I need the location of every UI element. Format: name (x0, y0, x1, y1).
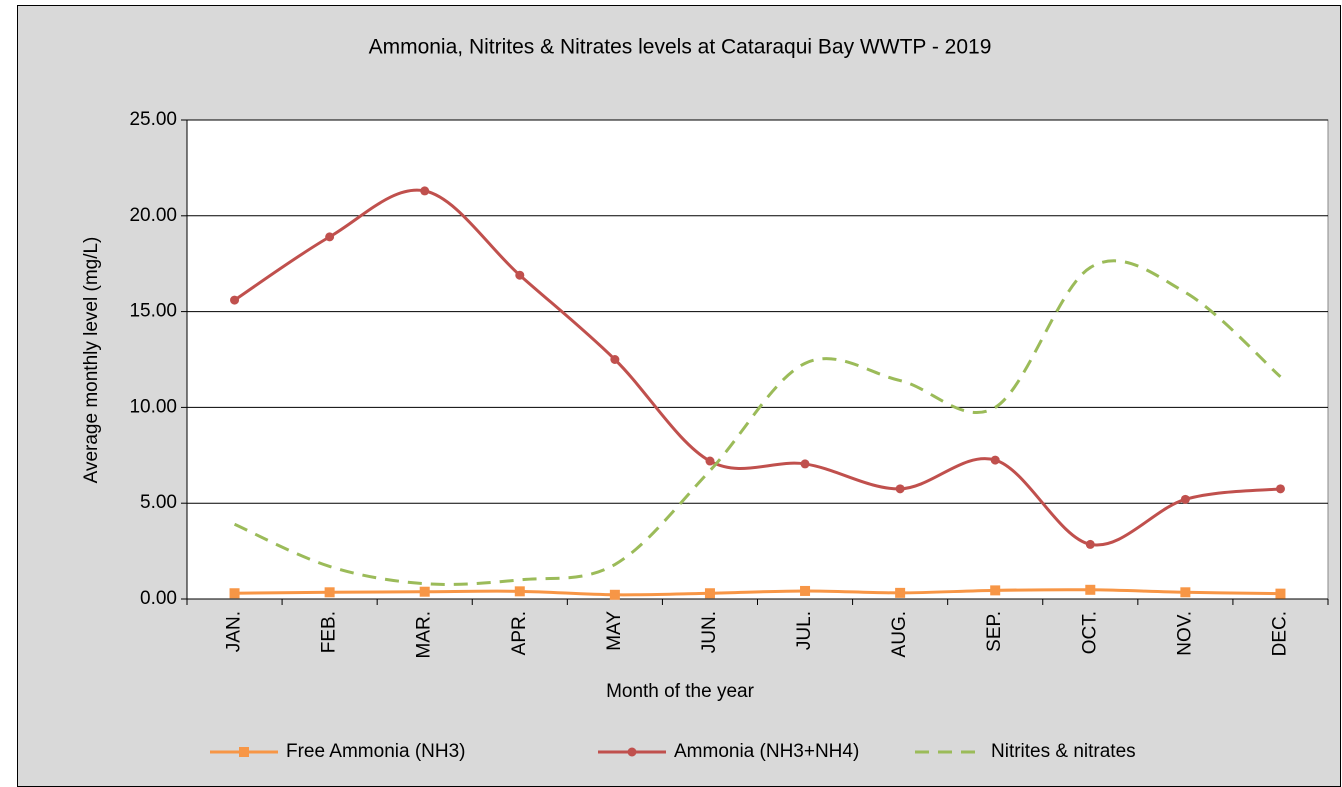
data-point (514, 586, 525, 597)
data-point (704, 588, 715, 599)
data-point (705, 456, 715, 466)
data-point (1085, 584, 1096, 595)
data-point (800, 459, 810, 469)
plot-area (186, 119, 1329, 600)
data-point (420, 186, 430, 196)
x-tick-label: FEB. (319, 611, 340, 653)
legend-marker (627, 747, 637, 757)
data-point (800, 585, 811, 596)
y-tick-label: 10.00 (129, 396, 177, 417)
data-point (324, 587, 335, 598)
x-tick-label: NOV. (1174, 611, 1195, 656)
data-point (1180, 587, 1191, 598)
data-point (325, 232, 335, 242)
data-point (419, 586, 430, 597)
series-line (234, 588, 1281, 597)
data-point (1085, 539, 1095, 549)
x-axis-label: Month of the year (606, 681, 755, 702)
series-line (233, 259, 1282, 586)
x-tick-label: SEP. (984, 611, 1005, 652)
data-point (895, 587, 906, 598)
data-point (609, 589, 620, 600)
data-point (1275, 484, 1285, 494)
data-point (895, 484, 905, 494)
data-point (1180, 494, 1190, 504)
y-tick-label: 0.00 (140, 588, 177, 609)
data-point (230, 295, 240, 305)
y-tick-label: 5.00 (140, 492, 177, 513)
x-tick-label: MAR. (414, 611, 435, 659)
legend-marker (239, 747, 249, 757)
legend-label: Nitrites & nitrates (991, 741, 1136, 762)
data-point (990, 455, 1000, 465)
chart-title: Ammonia, Nitrites & Nitrates levels at C… (369, 36, 992, 59)
legend-label: Free Ammonia (NH3) (286, 741, 466, 762)
data-point (990, 585, 1001, 596)
y-tick-label: 25.00 (129, 109, 177, 130)
y-tick-label: 20.00 (129, 205, 177, 226)
data-point (515, 270, 525, 280)
data-point (610, 355, 620, 364)
x-tick-label: AUG. (889, 611, 910, 657)
x-tick-label: APR. (509, 611, 530, 655)
legend-label: Ammonia (NH3+NH4) (674, 741, 859, 762)
y-axis-label: Average monthly level (mg/L) (81, 237, 102, 484)
x-tick-label: OCT. (1079, 611, 1100, 654)
data-point (1275, 588, 1286, 599)
x-tick-label: JAN. (224, 611, 245, 652)
x-tick-label: JUN. (699, 611, 720, 653)
x-tick-label: JUL. (794, 611, 815, 650)
y-tick-label: 15.00 (129, 301, 177, 322)
x-tick-label: MAY (604, 611, 625, 651)
data-point (229, 588, 240, 599)
x-tick-label: DEC. (1269, 611, 1290, 656)
